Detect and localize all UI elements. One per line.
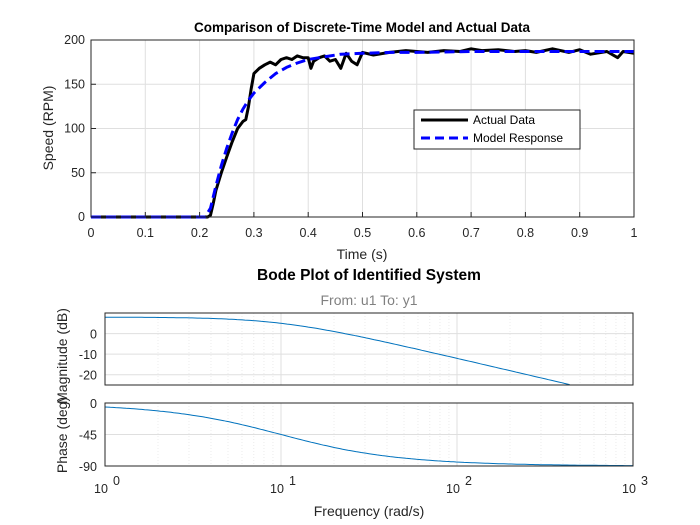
time-x-tick-label: 0.4	[300, 226, 317, 240]
magnitude-series	[105, 316, 570, 386]
time-x-tick-label: 0.5	[354, 226, 371, 240]
phase-y-tick-label: -45	[79, 429, 97, 443]
time-x-axis-label: Time (s)	[337, 246, 388, 262]
bode-x-tick-exponent: 0	[113, 474, 120, 488]
model-response-line	[91, 50, 634, 219]
legend-model-label: Model Response	[473, 131, 563, 145]
bode-x-tick-exponent: 3	[641, 474, 648, 488]
legend: Actual Data Model Response	[413, 109, 581, 150]
time-x-tick-label: 0.7	[462, 226, 479, 240]
time-response-chart: 0 0.1 0.2 0.3 0.4 0.5 0.6 0.7 0.8 0.9 1 0 50 100 150 2…	[40, 20, 638, 262]
time-x-tick-label: 0	[88, 226, 95, 240]
phase-series	[104, 406, 633, 467]
bode-x-tick-exponent: 1	[289, 474, 296, 488]
bode-x-tick-exponent: 2	[465, 474, 472, 488]
phase-y-ticks: 0 -45 -90	[79, 397, 97, 474]
magnitude-y-tick-label: 0	[90, 328, 97, 342]
legend-actual-label: Actual Data	[473, 113, 535, 127]
phase-y-tick-label: 0	[90, 397, 97, 411]
phase-axis-label: Phase (deg)	[54, 397, 70, 473]
phase-plot-frame	[104, 402, 634, 467]
magnitude-y-tick-label: -20	[79, 369, 97, 383]
time-x-tick-label: 0.2	[191, 226, 208, 240]
time-y-tick-label: 100	[64, 122, 85, 136]
bode-subtitle: From: u1 To: y1	[320, 292, 417, 308]
magnitude-curve	[105, 316, 570, 386]
time-y-tick-label: 200	[64, 33, 85, 47]
time-chart-title: Comparison of Discrete-Time Model and Ac…	[194, 20, 531, 35]
phase-curve	[104, 406, 633, 467]
magnitude-plot-area	[104, 312, 634, 386]
time-x-tick-label: 0.8	[517, 226, 534, 240]
time-x-tick-label: 0.3	[245, 226, 262, 240]
bode-x-tick-label: 10	[94, 482, 108, 496]
time-y-ticks: 0 50 100 150 200	[64, 33, 96, 224]
time-y-tick-label: 50	[71, 166, 85, 180]
legend-box	[413, 109, 581, 150]
bode-x-tick-label: 10	[446, 482, 460, 496]
bode-x-tick-label: 10	[622, 482, 636, 496]
magnitude-y-tick-label: -10	[79, 348, 97, 362]
time-x-tick-label: 0.6	[408, 226, 425, 240]
magnitude-axis-label: Magnitude (dB)	[54, 308, 70, 404]
bode-x-ticks: 10 0 10 1 10 2 10 3	[94, 474, 648, 496]
bode-chart: Bode Plot of Identified System From: u1 …	[54, 267, 648, 519]
magnitude-plot-frame	[104, 312, 634, 386]
bode-title: Bode Plot of Identified System	[257, 267, 481, 284]
time-series	[91, 47, 635, 219]
time-y-tick-label: 150	[64, 77, 85, 91]
time-y-axis-label: Speed (RPM)	[40, 86, 56, 171]
time-x-tick-label: 1	[631, 226, 638, 240]
magnitude-y-ticks: 0 -10 -20	[79, 328, 97, 383]
phase-y-tick-label: -90	[79, 460, 97, 474]
time-y-tick-label: 0	[78, 210, 85, 224]
bode-x-tick-label: 10	[270, 482, 284, 496]
time-x-tick-label: 0.1	[137, 226, 154, 240]
time-x-tick-label: 0.9	[571, 226, 588, 240]
time-x-ticks: 0 0.1 0.2 0.3 0.4 0.5 0.6 0.7 0.8 0.9 1	[88, 212, 638, 240]
bode-x-axis-label: Frequency (rad/s)	[314, 503, 424, 519]
